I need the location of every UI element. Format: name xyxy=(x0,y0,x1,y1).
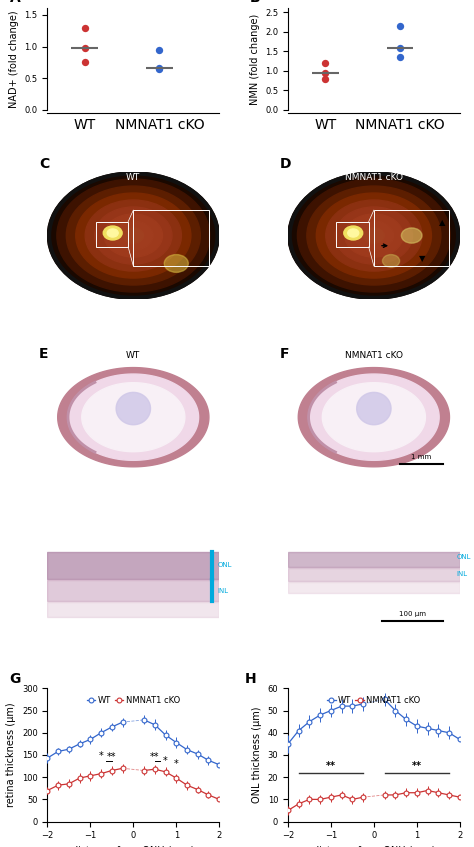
Bar xyxy=(47,579,219,601)
Text: *: * xyxy=(163,756,168,766)
Circle shape xyxy=(401,228,422,243)
Text: A: A xyxy=(9,0,20,5)
Text: ONL: ONL xyxy=(456,554,471,560)
Point xyxy=(396,41,404,54)
Polygon shape xyxy=(322,383,425,451)
Polygon shape xyxy=(357,392,391,424)
Circle shape xyxy=(364,228,384,243)
Text: B: B xyxy=(250,0,261,5)
Circle shape xyxy=(66,186,201,285)
Point xyxy=(155,43,163,57)
Bar xyxy=(288,568,460,580)
Bar xyxy=(47,602,219,617)
Circle shape xyxy=(85,200,182,271)
Point xyxy=(155,63,163,76)
Point xyxy=(81,42,89,55)
Text: F: F xyxy=(279,347,289,361)
Polygon shape xyxy=(116,392,151,424)
Point xyxy=(321,57,329,70)
Text: INL: INL xyxy=(456,571,467,577)
Circle shape xyxy=(316,193,431,278)
Legend: WT, NMNAT1 cKO: WT, NMNAT1 cKO xyxy=(83,693,183,708)
Circle shape xyxy=(107,229,118,237)
Text: 1 mm: 1 mm xyxy=(411,454,431,460)
Text: NMNAT1 cKO: NMNAT1 cKO xyxy=(345,351,403,360)
Text: **: ** xyxy=(107,752,117,762)
Circle shape xyxy=(104,214,163,257)
Point xyxy=(155,61,163,75)
Text: C: C xyxy=(39,158,49,171)
Point xyxy=(396,51,404,64)
Text: H: H xyxy=(245,672,256,686)
Polygon shape xyxy=(298,368,449,467)
Polygon shape xyxy=(82,383,185,451)
Circle shape xyxy=(164,255,188,273)
Circle shape xyxy=(383,255,400,268)
Circle shape xyxy=(348,229,359,237)
Text: **: ** xyxy=(150,752,160,762)
Bar xyxy=(96,222,128,247)
Circle shape xyxy=(307,186,441,285)
Bar xyxy=(288,582,460,593)
Circle shape xyxy=(326,200,422,271)
Circle shape xyxy=(335,207,412,264)
Text: 100 μm: 100 μm xyxy=(399,611,426,617)
Circle shape xyxy=(354,221,393,250)
Circle shape xyxy=(103,226,122,240)
Circle shape xyxy=(288,172,460,299)
Text: NMNAT1 cKO: NMNAT1 cKO xyxy=(345,173,403,182)
Polygon shape xyxy=(58,368,209,467)
Circle shape xyxy=(47,172,219,299)
Text: *: * xyxy=(99,751,103,761)
Circle shape xyxy=(95,207,172,264)
Circle shape xyxy=(114,221,153,250)
Bar xyxy=(336,222,369,247)
Text: G: G xyxy=(9,672,21,686)
Bar xyxy=(374,210,449,266)
Point xyxy=(321,66,329,80)
Text: E: E xyxy=(39,347,48,361)
Circle shape xyxy=(57,179,210,292)
Text: ▼: ▼ xyxy=(419,254,425,263)
Text: **: ** xyxy=(412,761,422,772)
Text: *: * xyxy=(174,760,179,769)
Y-axis label: ONL thickness (μm): ONL thickness (μm) xyxy=(252,706,262,803)
Bar xyxy=(133,210,209,266)
Text: ▲: ▲ xyxy=(439,219,446,227)
Circle shape xyxy=(297,179,450,292)
Text: WT: WT xyxy=(126,351,140,360)
Y-axis label: NAD+ (fold change): NAD+ (fold change) xyxy=(9,10,19,108)
Bar xyxy=(288,552,460,567)
Polygon shape xyxy=(309,374,439,460)
Text: D: D xyxy=(279,158,291,171)
X-axis label: distance from ONH (mm): distance from ONH (mm) xyxy=(72,846,194,847)
Circle shape xyxy=(344,226,363,240)
Text: INL: INL xyxy=(218,588,228,594)
Y-axis label: NMN (fold change): NMN (fold change) xyxy=(249,14,260,105)
Text: **: ** xyxy=(326,761,336,772)
Circle shape xyxy=(345,214,403,257)
Text: WT: WT xyxy=(126,173,140,182)
Polygon shape xyxy=(68,374,199,460)
Bar xyxy=(47,552,219,579)
Point xyxy=(81,20,89,34)
Point xyxy=(396,19,404,33)
Y-axis label: retina thickness (μm): retina thickness (μm) xyxy=(6,703,16,807)
Point xyxy=(81,56,89,69)
X-axis label: distance from ONH (mm): distance from ONH (mm) xyxy=(313,846,435,847)
Circle shape xyxy=(76,193,191,278)
Text: ONL: ONL xyxy=(218,562,232,568)
Legend: WT, NMNAT1 cKO: WT, NMNAT1 cKO xyxy=(324,693,424,708)
Circle shape xyxy=(123,228,144,243)
Point xyxy=(321,72,329,86)
